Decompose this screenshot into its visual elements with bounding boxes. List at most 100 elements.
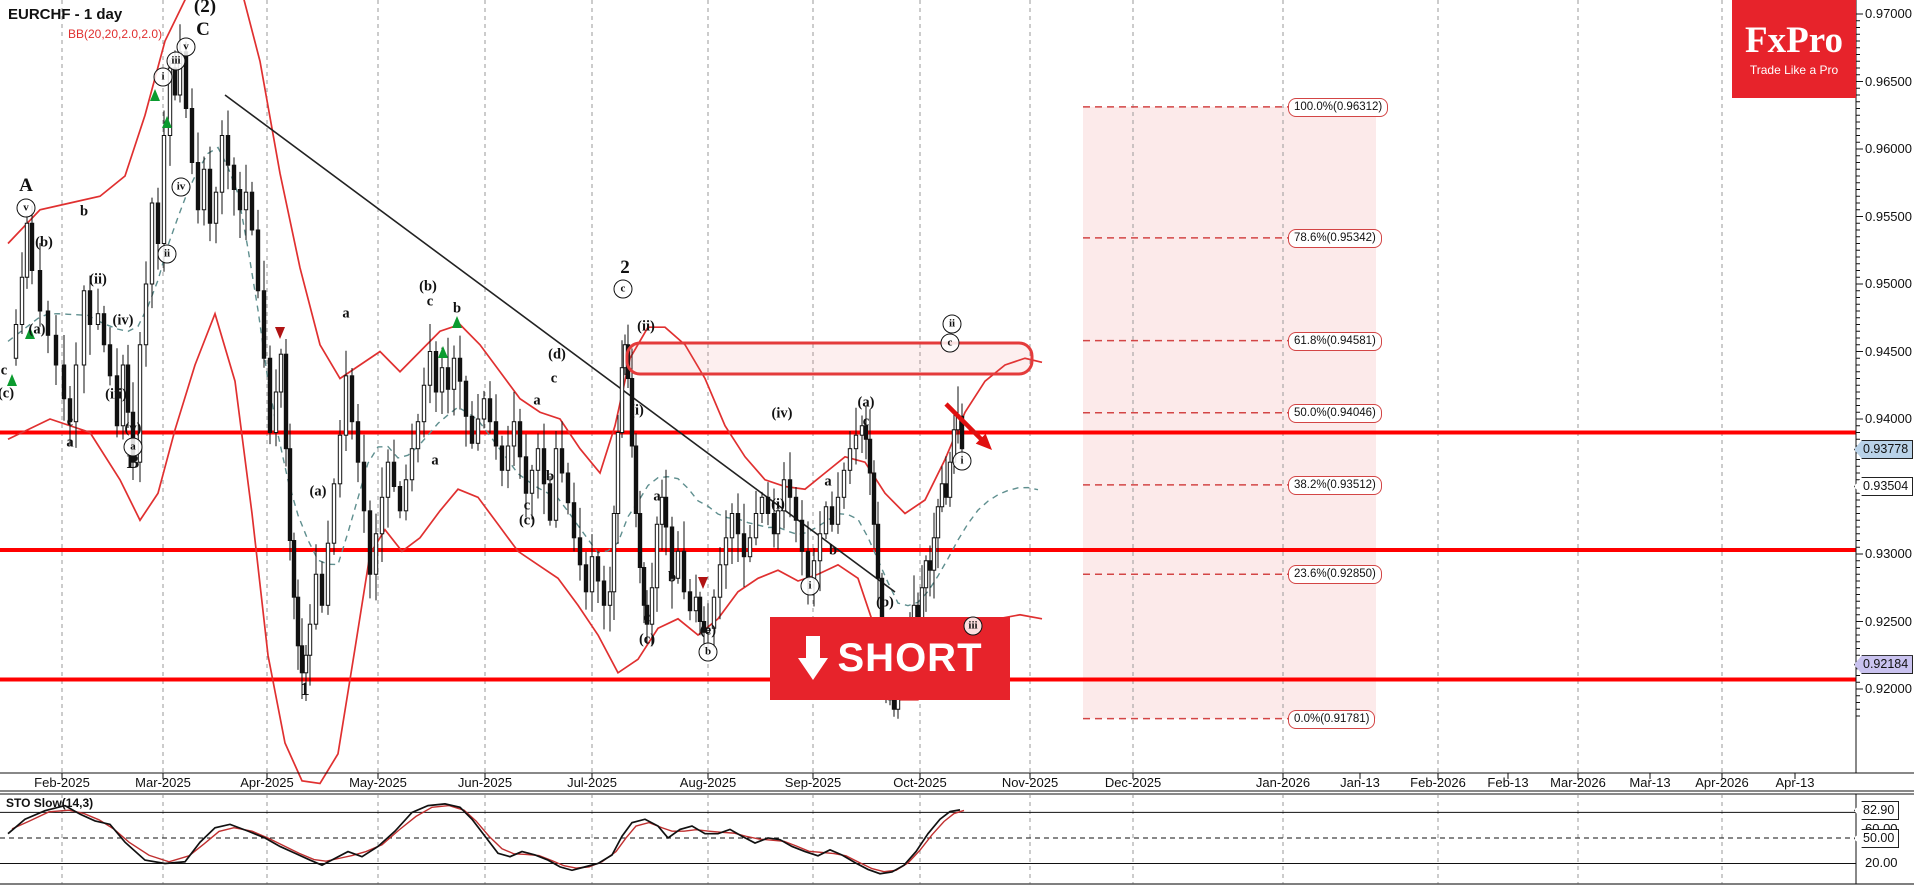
buy-signal-arrow-icon xyxy=(452,316,462,328)
wave-label-43-i: (i) xyxy=(630,402,644,419)
wave-label-38-c: c xyxy=(550,370,558,387)
wave-label-2-C: C xyxy=(196,19,210,40)
sto-level-label-20.00: 20.00 xyxy=(1865,855,1898,871)
wave-label-30-c: (c) xyxy=(0,385,15,402)
wave-label-52-a: a xyxy=(824,473,832,490)
wave-label-24-a: (a) xyxy=(28,321,46,338)
bollinger-lower-band xyxy=(7,311,1043,785)
price-axis-label-0.93000: 0.93000 xyxy=(1865,546,1912,561)
wave-label-56-b: (b) xyxy=(876,594,894,611)
wave-label-21-b: b xyxy=(79,203,89,220)
time-axis-label-Feb-13: Feb-13 xyxy=(1487,775,1529,790)
time-axis-label-Mar-13: Mar-13 xyxy=(1629,775,1671,790)
buy-signal-arrow-icon xyxy=(25,327,35,339)
bollinger-mid-band xyxy=(7,146,1039,607)
price-axis-label-0.97000: 0.97000 xyxy=(1865,6,1912,21)
brand-name: FxPro xyxy=(1745,19,1843,61)
wave-label-34-c: c xyxy=(426,293,434,310)
time-axis-label-Mar-2025: Mar-2025 xyxy=(135,775,191,790)
wave-label-9-iv: iv xyxy=(171,177,191,197)
wave-label-29-c: c xyxy=(0,362,8,379)
fib-level-label-23.6: 23.6%(0.92850) xyxy=(1288,565,1382,585)
price-tag-0.93778: 0.93778 xyxy=(1854,439,1914,459)
buy-signal-arrow-icon xyxy=(438,346,448,358)
wave-label-33-b: (b) xyxy=(419,278,437,295)
time-axis-label-Jan-2026: Jan-2026 xyxy=(1255,775,1311,790)
wave-label-6-v: v xyxy=(176,37,196,57)
price-axis-label-0.94000: 0.94000 xyxy=(1865,411,1912,426)
wave-label-5-2: 2 xyxy=(620,257,630,278)
price-axis-label-0.92500: 0.92500 xyxy=(1865,613,1912,629)
wave-label-37-d: (d) xyxy=(548,346,566,363)
down-arrow-icon xyxy=(797,635,828,682)
wave-label-40-b: b xyxy=(545,468,555,485)
wave-label-54-c: c xyxy=(862,413,870,430)
sell-signal-arrow-icon xyxy=(275,327,285,339)
sto-value-tag: 82.90 xyxy=(1854,800,1900,820)
wave-label-51-iv: (iv) xyxy=(771,405,793,422)
signal-label: SHORT xyxy=(837,636,983,680)
buy-signal-arrow-icon xyxy=(150,89,160,101)
wave-label-14-c: c xyxy=(613,279,633,299)
time-axis-label-Apr-13: Apr-13 xyxy=(1775,775,1815,790)
fib-level-label-100: 100.0%(0.96312) xyxy=(1288,97,1389,117)
wave-label-12-a: a xyxy=(123,437,143,457)
wave-label-48-b: b xyxy=(667,569,677,586)
wave-label-47-a: a xyxy=(653,488,661,505)
time-axis-label-Apr-2026: Apr-2026 xyxy=(1695,775,1749,790)
wave-label-0-A: A xyxy=(19,175,33,196)
time-axis-label-Jun-2025: Jun-2025 xyxy=(457,775,513,790)
price-axis-label-0.95500: 0.95500 xyxy=(1865,208,1912,224)
wave-label-28-v: (v) xyxy=(124,420,142,437)
fxpro-logo: FxPro Trade Like a Pro xyxy=(1732,0,1856,98)
wave-label-55-a: (a) xyxy=(857,394,875,411)
wave-label-42-c: (c) xyxy=(518,512,536,529)
wave-label-13-b: b xyxy=(698,642,718,662)
resistance-highlight-box[interactable] xyxy=(625,341,1034,376)
fib-level-label-61.8: 61.8%(0.94581) xyxy=(1288,331,1382,351)
wave-label-8-i: i xyxy=(153,67,173,87)
wave-label-27-a: a xyxy=(66,434,74,451)
wave-label-22-ii: (ii) xyxy=(89,271,107,288)
wave-label-20-b: (b) xyxy=(35,234,53,251)
fib-level-label-78.6: 78.6%(0.95342) xyxy=(1288,228,1382,248)
wave-label-45-c: c xyxy=(643,609,651,626)
wave-label-3-2: (2) xyxy=(193,0,217,17)
wave-label-36-a: a xyxy=(431,452,439,469)
price-axis-label-0.96500: 0.96500 xyxy=(1865,73,1912,89)
time-axis-label-Feb-2025: Feb-2025 xyxy=(34,775,90,790)
wave-label-19-i: i xyxy=(800,576,820,596)
sell-direction-arrow xyxy=(944,402,987,445)
wave-label-1-B: B xyxy=(126,452,140,473)
wave-label-31-a: (a) xyxy=(309,483,327,500)
time-axis-label-Nov-2025: Nov-2025 xyxy=(1001,775,1059,790)
fib-level-label-38.2: 38.2%(0.93512) xyxy=(1288,475,1382,495)
wave-label-46-c: (c) xyxy=(638,631,656,648)
sto-percent-d-line xyxy=(11,804,965,873)
wave-label-26-c: c xyxy=(66,413,74,430)
fib-level-label-0: 0.0%(0.91781) xyxy=(1288,709,1376,729)
wave-label-18-iii: iii xyxy=(963,616,983,636)
wave-label-23-iv: (iv) xyxy=(112,312,134,329)
candles-layer xyxy=(13,24,965,719)
brand-tagline: Trade Like a Pro xyxy=(1749,62,1839,77)
wave-label-44-ii: (ii) xyxy=(637,318,655,335)
wave-label-10-ii: ii xyxy=(157,244,177,264)
wave-label-39-a: a xyxy=(533,392,541,409)
price-axis-label-0.92000: 0.92000 xyxy=(1865,681,1912,696)
wave-label-49-e: (e) xyxy=(699,622,717,639)
time-axis-label-Mar-2026: Mar-2026 xyxy=(1550,775,1606,790)
price-tag-0.93504: 0.93504 xyxy=(1854,476,1914,496)
fib-level-label-50: 50.0%(0.94046) xyxy=(1288,403,1382,423)
sto-percent-k-line xyxy=(7,803,961,875)
sto-level-tag-50.00: 50.00 xyxy=(1854,828,1900,848)
bollinger-upper-band xyxy=(7,0,1043,515)
wave-label-16-c: c xyxy=(940,333,960,353)
wave-label-50-i: (i) xyxy=(771,496,785,513)
indicator-label: BB(20,20,2.0,2.0) xyxy=(68,27,163,41)
sell-signal-arrow-icon xyxy=(698,577,708,589)
time-axis-label-Oct-2025: Oct-2025 xyxy=(893,775,947,790)
buy-signal-arrow-icon xyxy=(7,374,17,386)
